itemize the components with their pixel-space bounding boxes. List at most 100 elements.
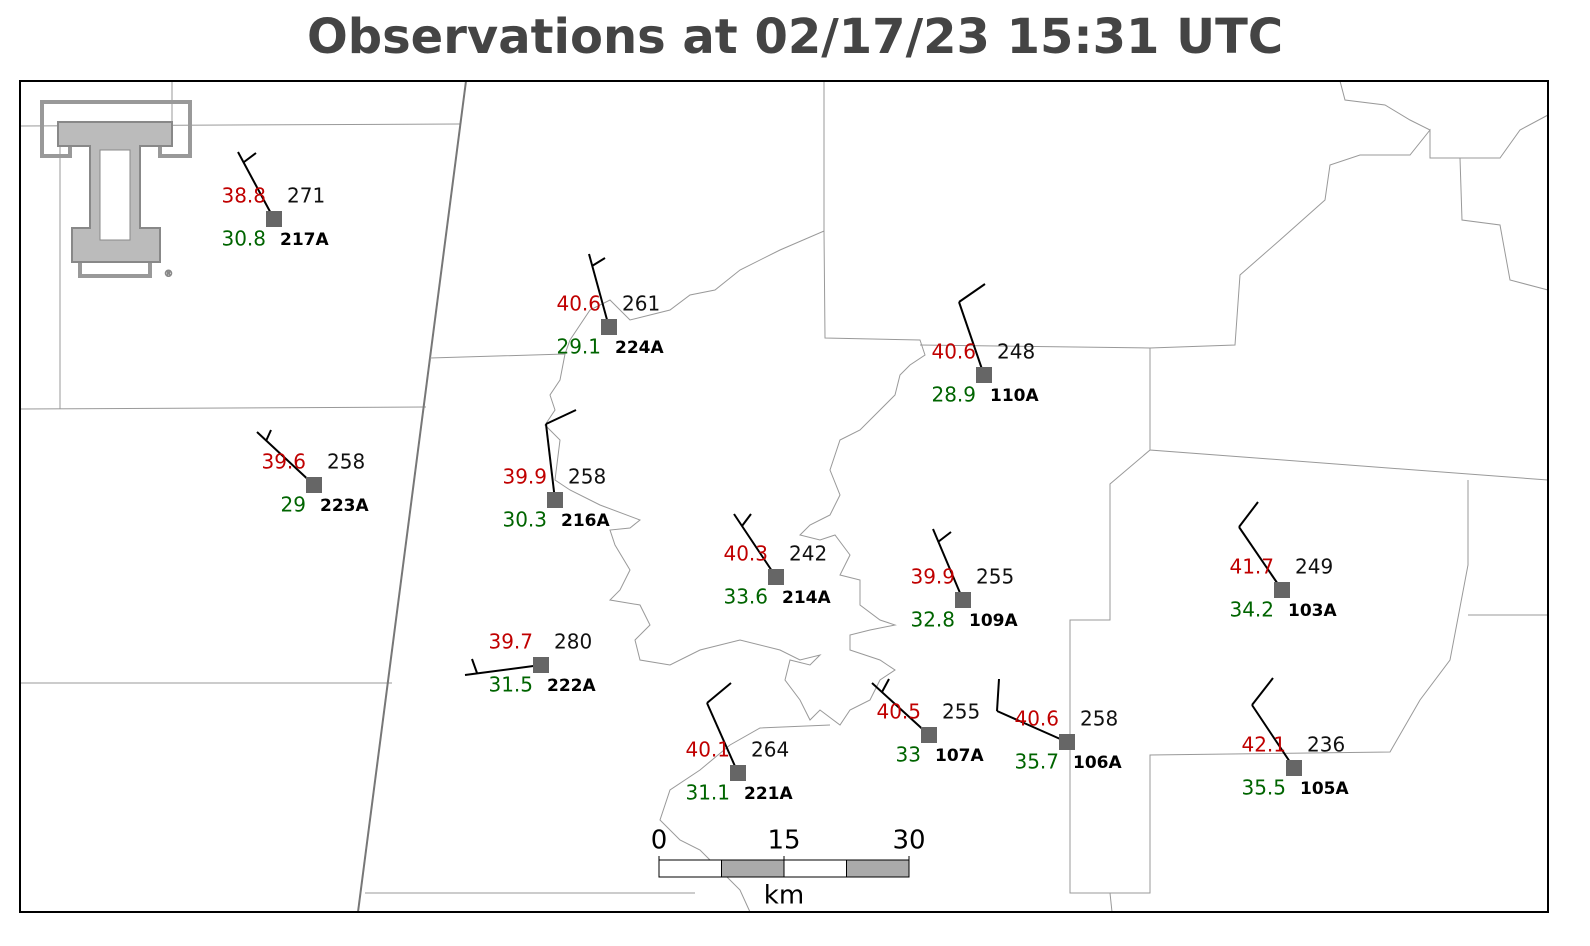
station-id: 216A: [561, 511, 610, 531]
temperature: 41.7: [1229, 555, 1274, 579]
scale-segment: [721, 859, 785, 878]
station: 39.6 258 29 223A: [256, 429, 369, 517]
temperature: 39.6: [261, 450, 306, 474]
dewpoint: 29: [281, 493, 306, 517]
wind-barb: [471, 658, 478, 674]
station-id: 217A: [280, 230, 329, 250]
value: 249: [1295, 555, 1333, 579]
county-boundaries: [19, 80, 1549, 913]
station: 40.6 258 35.7 106A: [996, 678, 1122, 774]
temperature: 39.7: [488, 630, 533, 654]
station-marker: [730, 765, 746, 781]
dewpoint: 33: [896, 743, 921, 767]
wind-barb: [591, 257, 606, 267]
station-id: 222A: [547, 676, 596, 696]
wind-barb: [706, 682, 732, 704]
station-marker: [266, 211, 282, 227]
dewpoint: 30.3: [502, 508, 547, 532]
value: 255: [942, 700, 980, 724]
wind-staff: [545, 423, 556, 501]
scale-tick-label: 30: [892, 826, 925, 856]
station-id: 224A: [615, 338, 664, 358]
station: 38.8 271 30.8 217A: [221, 151, 329, 251]
station: 39.9 258 30.3 216A: [502, 409, 610, 532]
dewpoint: 35.7: [1014, 750, 1059, 774]
dewpoint: 31.5: [488, 673, 533, 697]
dewpoint: 33.6: [723, 585, 768, 609]
wind-barb: [265, 429, 272, 442]
dewpoint: 34.2: [1229, 598, 1274, 622]
dewpoint: 35.5: [1241, 776, 1286, 800]
wind-barb: [937, 531, 952, 543]
station-marker: [955, 592, 971, 608]
wind-staff: [958, 301, 985, 376]
station-id: 110A: [990, 386, 1039, 406]
scale-bar: 0 15 30 km: [651, 826, 926, 911]
value: 258: [1080, 707, 1118, 731]
wind-barb: [996, 678, 1000, 712]
temperature: 40.6: [556, 292, 601, 316]
scale-segment: [783, 859, 847, 878]
scale-segment: [658, 859, 722, 878]
wind-barb: [881, 678, 890, 693]
station: 41.7 249 34.2 103A: [1229, 501, 1337, 622]
station-id: 106A: [1073, 753, 1122, 773]
temperature: 40.1: [685, 738, 730, 762]
station-marker: [1286, 760, 1302, 776]
station-marker: [533, 657, 549, 673]
scale-tick-label: 0: [651, 826, 668, 856]
scale-tick-label: 15: [767, 826, 800, 856]
temperature: 39.9: [910, 565, 955, 589]
wind-staff: [237, 151, 275, 220]
station: 40.3 242 33.6 214A: [723, 513, 831, 609]
wind-barb: [1251, 677, 1274, 706]
wind-staff: [464, 664, 542, 676]
dewpoint: 29.1: [556, 335, 601, 359]
station: 40.5 255 33 107A: [871, 678, 984, 767]
value: 271: [287, 184, 325, 208]
wind-barb: [1238, 501, 1259, 528]
station: 42.1 236 35.5 105A: [1241, 677, 1349, 800]
wind-staff: [996, 710, 1068, 743]
stations: 38.8 271 30.8 217A 40.6 261 29.1 224A 40.6 248 28.…: [221, 151, 1349, 805]
temperature: 38.8: [221, 184, 266, 208]
value: 236: [1307, 733, 1345, 757]
dewpoint: 28.9: [931, 383, 976, 407]
dewpoint: 30.8: [221, 227, 266, 251]
station-marker: [921, 727, 937, 743]
station-marker: [1059, 734, 1075, 750]
wind-barb: [741, 513, 752, 527]
station: 40.1 264 31.1 221A: [685, 682, 793, 805]
logo: ®: [40, 100, 192, 280]
station-id: 223A: [320, 496, 369, 516]
scale-unit: km: [764, 881, 804, 911]
wind-staff: [706, 702, 739, 774]
station-marker: [306, 477, 322, 493]
wind-staff: [1251, 704, 1295, 769]
temperature: 39.9: [502, 465, 547, 489]
station-marker: [768, 569, 784, 585]
station-marker: [547, 492, 563, 508]
value: 248: [997, 340, 1035, 364]
value: 261: [622, 292, 660, 316]
map-frame: [19, 80, 1549, 913]
wind-staff: [1238, 526, 1283, 591]
station-id: 107A: [935, 746, 984, 766]
station-marker: [976, 367, 992, 383]
station-id: 109A: [969, 611, 1018, 631]
temperature: 40.6: [931, 340, 976, 364]
wind-barb: [958, 283, 986, 303]
temperature: 40.3: [723, 542, 768, 566]
svg-text:®: ®: [164, 270, 173, 280]
station: 39.7 280 31.5 222A: [464, 630, 596, 697]
dewpoint: 31.1: [685, 781, 730, 805]
station-id: 214A: [782, 588, 831, 608]
value: 264: [751, 738, 789, 762]
temperature: 40.6: [1014, 707, 1059, 731]
station: 39.9 255 32.8 109A: [910, 528, 1018, 632]
temperature: 40.5: [876, 700, 921, 724]
station-marker: [601, 319, 617, 335]
wind-barb: [545, 409, 577, 425]
